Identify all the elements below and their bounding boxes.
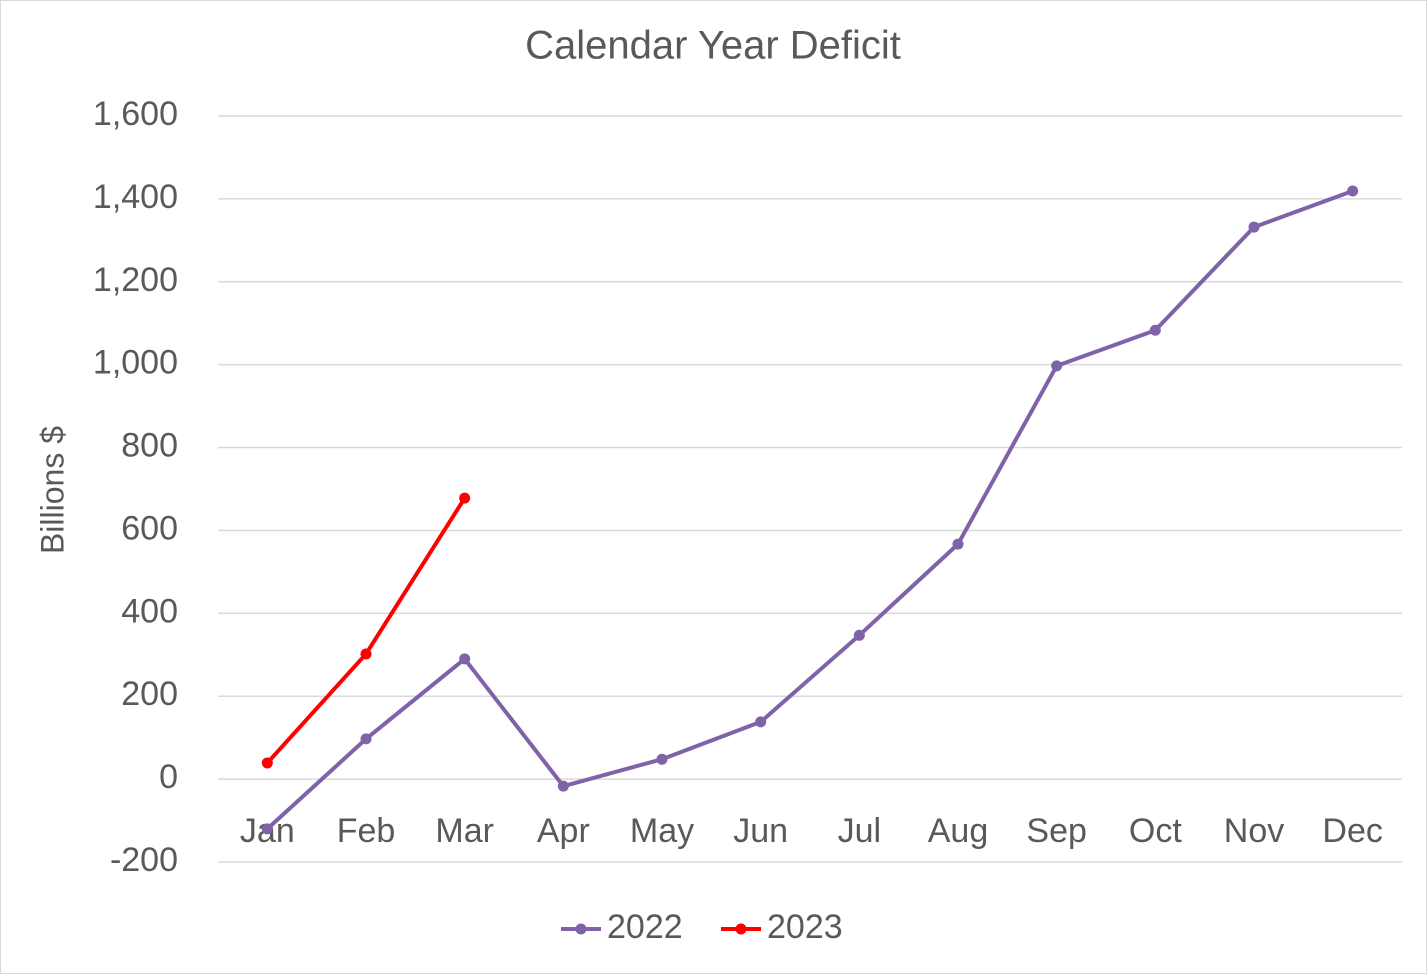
y-tick-label: 0: [159, 758, 178, 796]
x-tick-label: Jun: [733, 812, 788, 850]
legend-marker: [575, 923, 587, 935]
y-tick-label: 1,000: [93, 344, 178, 382]
point: [1051, 360, 1063, 372]
y-tick-label: 400: [121, 592, 178, 630]
x-tick-label: Nov: [1224, 812, 1284, 850]
point: [261, 757, 273, 769]
x-tick-label: Aug: [928, 812, 989, 850]
x-tick-label: Dec: [1322, 812, 1382, 850]
point: [656, 753, 668, 765]
y-tick-label: 1,200: [93, 261, 178, 299]
x-tick-label: Oct: [1129, 812, 1182, 850]
point: [360, 733, 372, 745]
x-tick-label: Sep: [1026, 812, 1087, 850]
legend-marker: [735, 923, 747, 935]
y-tick-label: 600: [121, 509, 178, 547]
x-tick-label: Jul: [838, 812, 881, 850]
x-tick-label: May: [630, 812, 694, 850]
x-tick-label: Feb: [337, 812, 396, 850]
point: [459, 492, 471, 504]
chart-title: Calendar Year Deficit: [525, 24, 901, 68]
y-tick-label: 800: [121, 427, 178, 465]
legend-label: 2023: [767, 908, 843, 946]
point: [1248, 221, 1260, 233]
point: [1149, 324, 1161, 336]
point: [261, 823, 273, 835]
y-tick-label: 200: [121, 675, 178, 713]
point: [952, 538, 964, 550]
point: [853, 629, 865, 641]
y-tick-label: 1,600: [93, 95, 178, 133]
legend-label: 2022: [607, 908, 683, 946]
y-axis-label: Billions $: [34, 426, 70, 554]
point: [557, 780, 569, 792]
point: [755, 716, 767, 728]
point: [360, 648, 372, 660]
x-tick-label: Apr: [537, 812, 590, 850]
y-tick-label: -200: [110, 841, 178, 879]
point: [1347, 185, 1359, 197]
series-line: [265, 189, 1354, 831]
point: [459, 653, 471, 665]
y-tick-label: 1,400: [93, 178, 178, 216]
x-tick-label: Mar: [435, 812, 494, 850]
